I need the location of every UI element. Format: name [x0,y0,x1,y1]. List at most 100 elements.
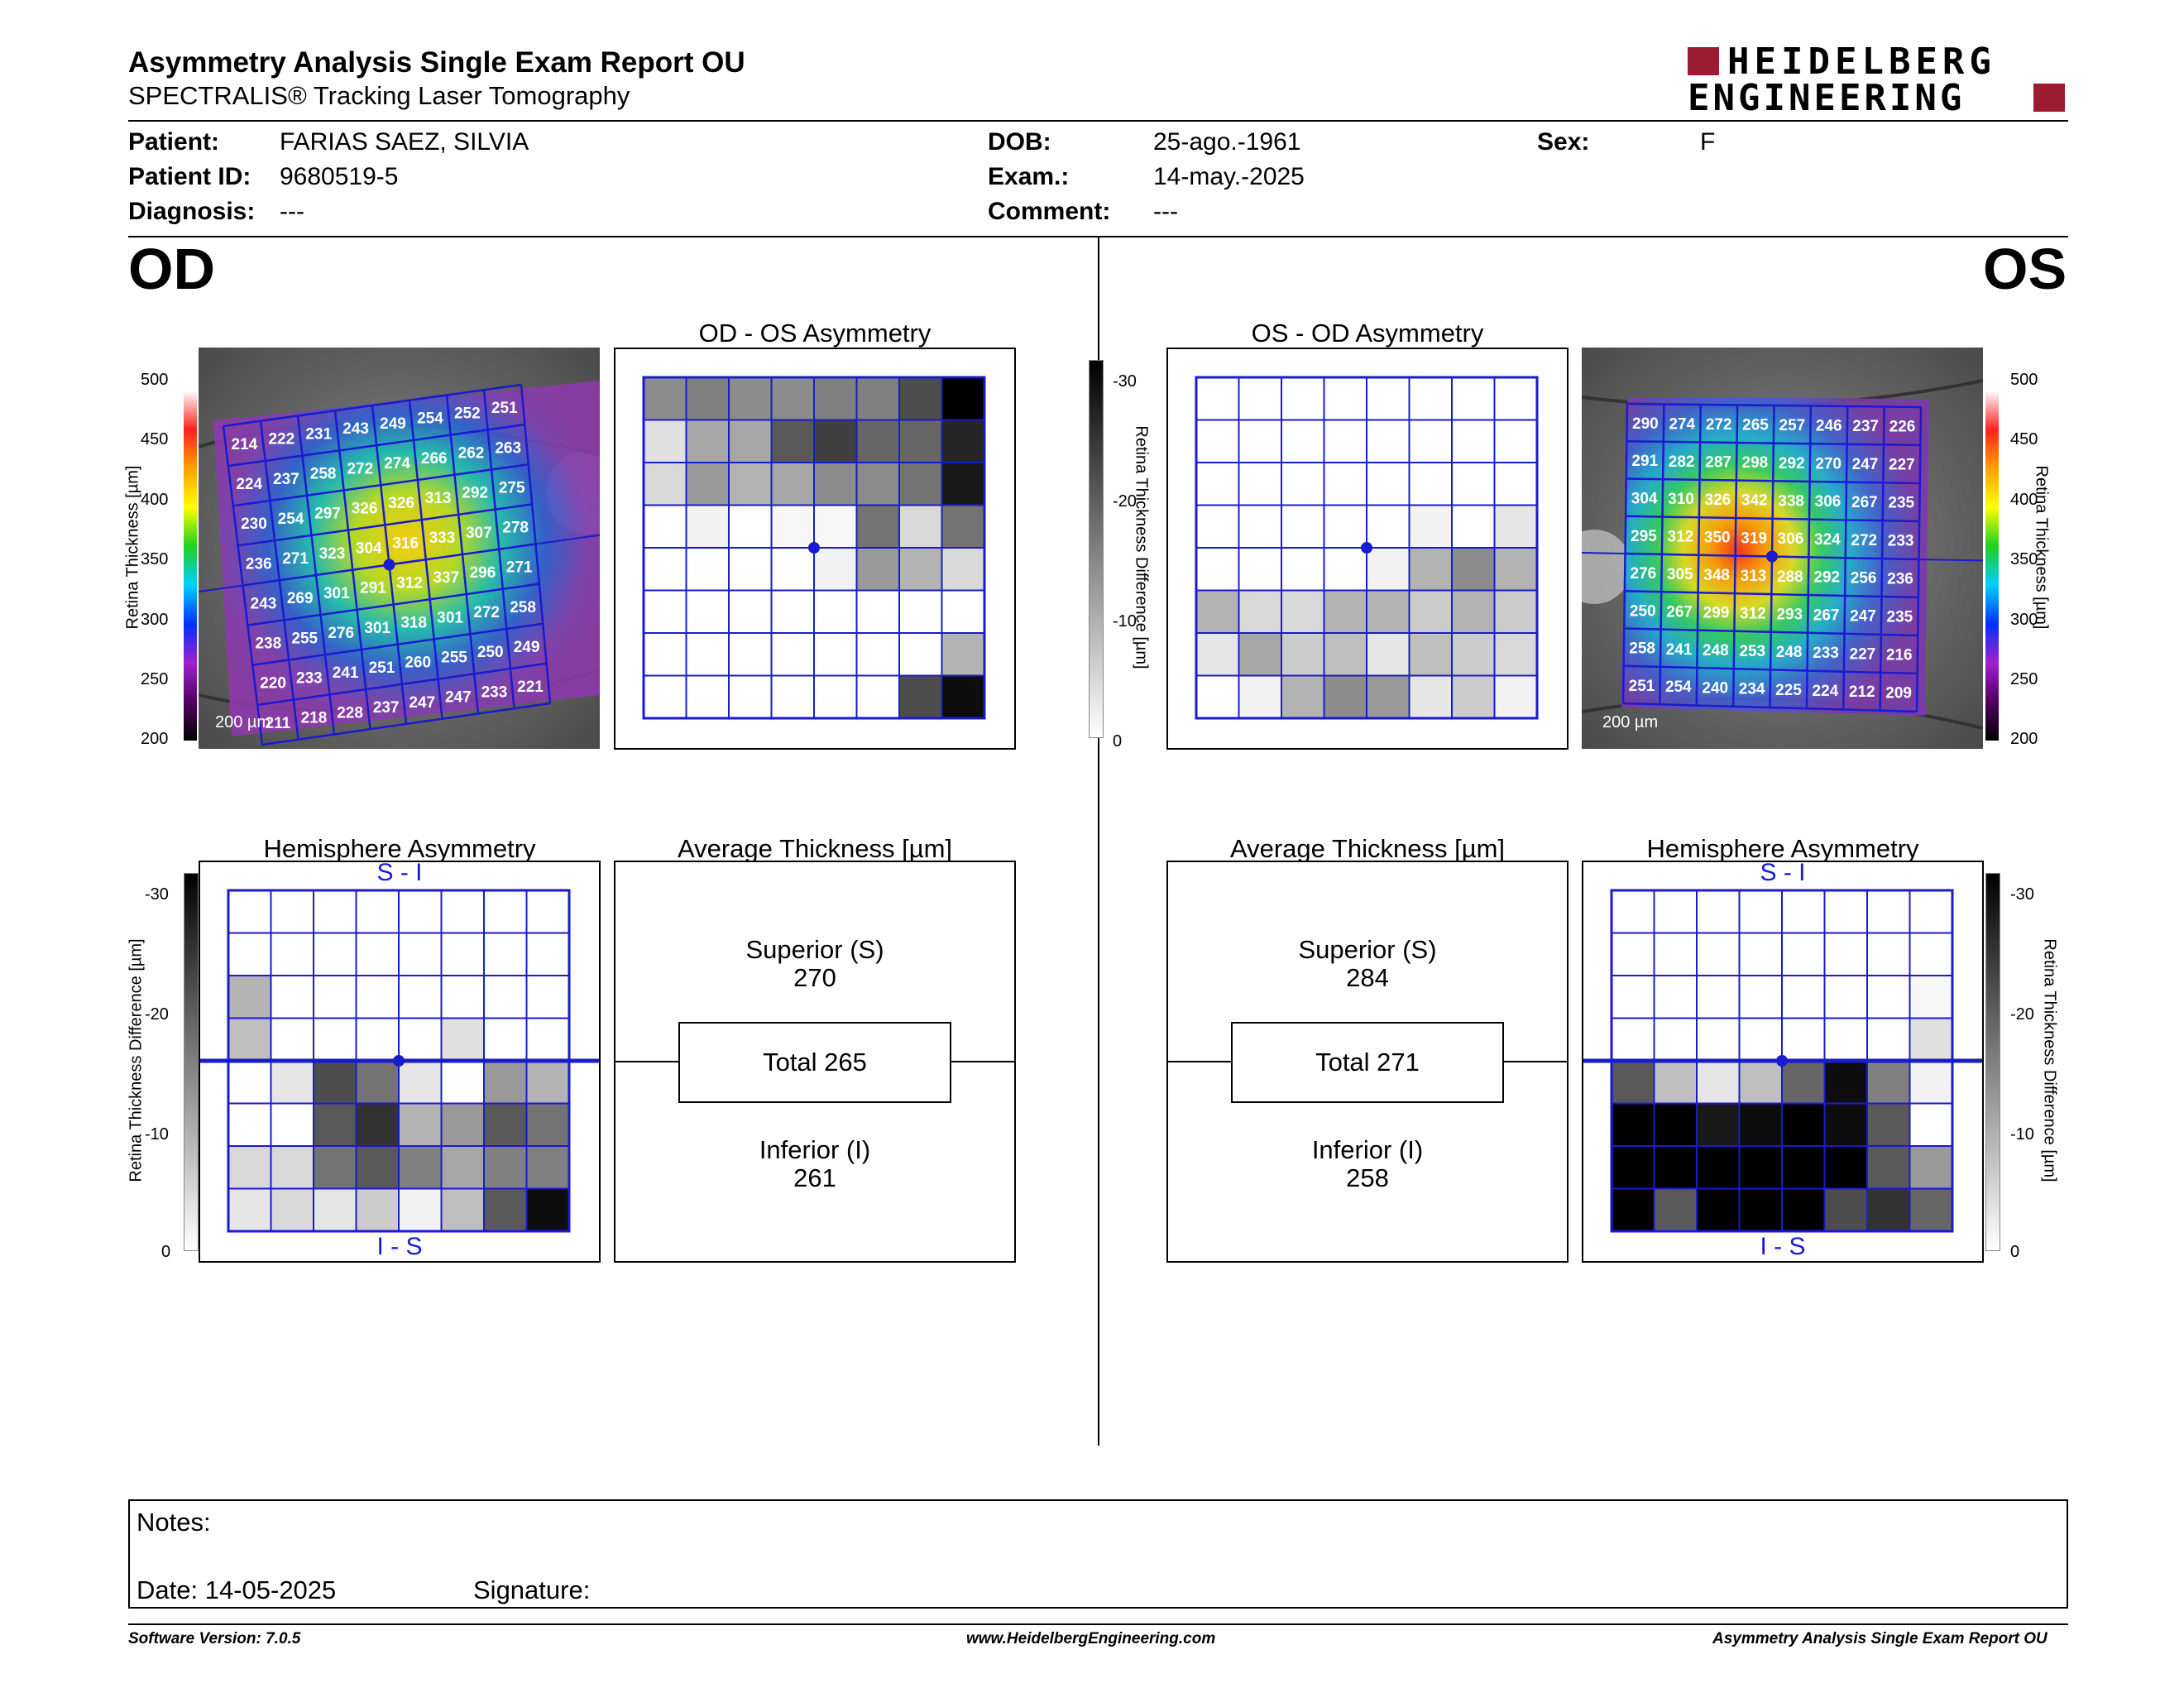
grid-cell [855,632,900,677]
os-hemi-panel [1582,861,1984,1263]
thickness-value: 323 [319,545,346,563]
thickness-value: 220 [260,675,286,693]
thickness-value: 326 [1705,492,1731,509]
hemi-diff-tick: 0 [161,1243,171,1261]
thickness-value: 254 [278,511,304,528]
thickness-value: 304 [1631,490,1658,507]
grid-cell [313,932,357,976]
od-thick-tick: 250 [141,670,169,688]
grid-cell [398,1187,443,1232]
thickness-value: 292 [1813,569,1840,587]
grid-cell [1653,1102,1698,1147]
grid-cell [1366,589,1410,634]
grid-cell [1823,890,1868,934]
thickness-value: 258 [310,466,337,483]
grid-cell [1611,890,1655,934]
od-thick-tick: 450 [141,430,169,448]
grid-cell [1195,376,1240,421]
grid-cell [1366,504,1410,549]
grid-cell [1451,547,1496,592]
grid-cell [1366,376,1410,421]
grid-cell [1238,632,1282,677]
grid-cell [1738,890,1783,934]
os-asym-title: OS - OD Asymmetry [1251,319,1484,348]
grid-cell [898,376,943,421]
grid-cell [1781,1017,1826,1062]
grid-cell [1281,462,1325,506]
grid-cell [1366,419,1410,463]
grid-cell [1823,1017,1868,1062]
footer-report-name: Asymmetry Analysis Single Exam Report OU [1712,1630,2048,1647]
od-hemi-colorbar [184,873,199,1251]
grid-cell [813,632,858,677]
grid-cell [355,890,400,934]
os-hemi-diff-tick: -30 [2010,885,2034,904]
grid-cell [1738,932,1783,976]
grid-cell [728,462,773,506]
thickness-value: 237 [273,471,299,488]
os-hemi-axis-label: Retina Thickness Difference [µm] [2040,938,2059,1182]
thickness-value: 296 [470,564,496,582]
grid-cell [941,674,985,719]
thickness-value: 278 [502,520,529,537]
grid-cell [228,932,272,976]
hemi-diff-tick: -20 [145,1005,169,1024]
od-superior-value: 270 [793,963,836,992]
thickness-value: 263 [495,439,521,457]
grid-cell [1909,890,1953,934]
grid-cell [1611,1187,1655,1232]
thickness-value: 272 [347,460,373,477]
grid-cell [398,890,443,934]
thickness-value: 292 [1779,455,1805,472]
grid-cell [1451,589,1496,634]
grid-cell [685,632,730,677]
thickness-value: 274 [384,455,410,472]
thickness-value: 211 [266,715,291,732]
grid-cell [1866,1187,1911,1232]
fovea-center-marker [1776,1055,1788,1067]
patient-id-label: Patient ID: [128,163,251,190]
dob-label: DOB: [988,128,1051,156]
thickness-value: 292 [462,485,488,502]
od-hemi-bottom-label: I - S [376,1233,423,1260]
thickness-value: 241 [333,664,359,682]
thickness-value: 237 [373,699,400,717]
diff-tick: 0 [1113,732,1123,750]
thickness-value: 269 [287,590,314,607]
thickness-value: 350 [1704,529,1731,546]
thickness-value: 233 [1813,645,1839,662]
grid-cell [355,932,400,976]
comment-value: --- [1153,198,1178,225]
grid-cell [1823,1145,1868,1190]
thickness-grid-line [256,662,547,707]
thickness-value: 272 [1706,416,1732,434]
patient-label: Patient: [128,128,220,156]
grid-cell [1611,1102,1655,1147]
thickness-value: 251 [1629,678,1655,695]
grid-cell [440,1145,485,1190]
grid-cell [1738,1017,1783,1062]
thickness-value: 301 [364,620,390,637]
os-asym-grid [1195,376,1539,720]
grid-cell [1823,1187,1868,1232]
grid-cell [1323,419,1367,463]
grid-cell [728,674,773,719]
diff-tick: -30 [1113,372,1137,391]
grid-cell [1781,932,1826,976]
grid-outline [1195,376,1539,720]
grid-cell [813,419,858,463]
thickness-value: 338 [1778,492,1804,510]
od-asym-panel [614,348,1016,750]
thickness-value: 225 [1775,682,1802,699]
dob-value: 25-ago.-1961 [1153,128,1301,156]
sex-label: Sex: [1537,128,1590,156]
grid-cell [728,632,773,677]
grid-cell [770,419,815,463]
thickness-value: 301 [323,585,350,602]
grid-cell [1653,1187,1698,1232]
thickness-value: 247 [445,689,472,707]
thickness-value: 307 [466,525,492,542]
thickness-value: 246 [1816,418,1842,435]
sex-value: F [1700,128,1716,156]
grid-cell [1195,674,1240,719]
